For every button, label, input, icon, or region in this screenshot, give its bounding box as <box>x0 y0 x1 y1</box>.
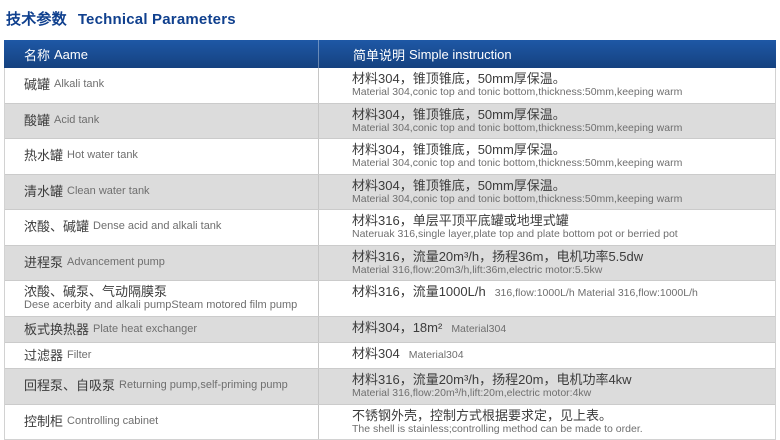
row-name-en: Advancement pump <box>67 255 165 268</box>
page-title-en: Technical Parameters <box>77 11 236 28</box>
page-title: 技术参数 Technical Parameters <box>4 8 776 40</box>
table-row: 热水罐 Hot water tank 材料304，锥顶锥底，50mm厚保温。 M… <box>5 139 775 175</box>
row-name-cell: 酸罐 Acid tank <box>5 103 319 138</box>
row-name-zh: 热水罐 <box>24 148 64 164</box>
row-name-cell: 浓酸、碱罐 Dense acid and alkali tank <box>5 210 319 245</box>
table-row: 碱罐 Alkali tank 材料304，锥顶锥底，50mm厚保温。 Mater… <box>5 68 775 104</box>
row-name-en: Hot water tank <box>67 149 138 162</box>
row-instruction-en: 316,flow:1000L/h Material 316,flow:1000L… <box>494 287 698 299</box>
row-name-zh: 浓酸、碱泵、气动隔膜泵 <box>24 284 168 299</box>
row-name-en: Returning pump,self-priming pump <box>119 379 288 392</box>
row-instruction-zh: 材料316，流量20m³/h，扬程20m，电机功率4kw <box>352 372 632 387</box>
row-name-zh: 酸罐 <box>24 112 51 128</box>
table-row: 回程泵、自吸泵 Returning pump,self-priming pump… <box>5 369 775 405</box>
row-instruction-zh: 材料304 <box>352 346 400 361</box>
parameters-table: 名称 Aame 简单说明 Simple instruction 碱罐 Alkal… <box>4 40 776 440</box>
column-header-name: 名称 Aame <box>4 40 319 68</box>
row-name-en: Alkali tank <box>54 78 105 91</box>
row-instruction-en: Material 304,conic top and tonic bottom,… <box>352 86 683 98</box>
row-name-cell: 过滤器 Filter <box>5 343 319 368</box>
row-instruction-cell: 材料304 Material304 <box>319 343 775 368</box>
row-instruction-en: Material 316,flow:20m³/h,lift:20m,electr… <box>352 387 592 399</box>
column-header-name-en: Aame <box>54 46 88 62</box>
row-name-zh: 回程泵、自吸泵 <box>24 378 116 394</box>
row-instruction-zh: 材料304，锥顶锥底，50mm厚保温。 <box>352 142 566 157</box>
row-instruction-cell: 材料304，18m² Material304 <box>319 317 775 342</box>
table-row: 板式换热器 Plate heat exchanger 材料304，18m² Ma… <box>5 317 775 343</box>
table-body: 碱罐 Alkali tank 材料304，锥顶锥底，50mm厚保温。 Mater… <box>4 68 776 440</box>
row-name-zh: 进程泵 <box>24 254 64 270</box>
row-instruction-en: Material 316,flow:20m3/h,lift:36m,electr… <box>352 263 603 276</box>
row-name-en: Dese acerbity and alkali pumpSteam motor… <box>24 299 298 311</box>
row-instruction-zh: 材料304，锥顶锥底，50mm厚保温。 <box>352 177 566 193</box>
column-header-instruction: 简单说明 Simple instruction <box>319 40 776 68</box>
table-header-row: 名称 Aame 简单说明 Simple instruction <box>4 40 776 68</box>
row-name-zh: 清水罐 <box>24 183 64 199</box>
row-name-en: Filter <box>67 348 92 361</box>
column-header-name-zh: 名称 <box>24 47 51 63</box>
row-name-cell: 进程泵 Advancement pump <box>5 245 319 280</box>
row-name-zh: 板式换热器 <box>24 321 90 337</box>
row-instruction-cell: 材料304，锥顶锥底，50mm厚保温。 Material 304,conic t… <box>319 104 775 139</box>
row-name-cell: 碱罐 Alkali tank <box>5 68 319 103</box>
row-name-zh: 过滤器 <box>24 347 64 363</box>
row-instruction-en: Nateruak 316,single layer,plate top and … <box>352 228 678 240</box>
table-row: 酸罐 Acid tank 材料304，锥顶锥底，50mm厚保温。 Materia… <box>5 103 775 139</box>
column-header-instruction-en: Simple instruction <box>409 46 512 62</box>
row-name-en: Dense acid and alkali tank <box>93 220 222 233</box>
row-name-cell: 回程泵、自吸泵 Returning pump,self-priming pump <box>5 369 319 404</box>
row-instruction-zh: 材料304，18m² <box>352 320 443 335</box>
table-row: 进程泵 Advancement pump 材料316，流量20m³/h，扬程36… <box>5 245 775 281</box>
row-instruction-cell: 材料304，锥顶锥底，50mm厚保温。 Material 304,conic t… <box>319 175 775 210</box>
page-title-zh: 技术参数 <box>6 11 67 28</box>
row-name-en: Plate heat exchanger <box>93 322 197 335</box>
row-name-cell: 浓酸、碱泵、气动隔膜泵 Dese acerbity and alkali pum… <box>5 281 319 316</box>
row-instruction-en: Material304 <box>408 349 464 361</box>
row-instruction-zh: 材料316，流量20m³/h，扬程36m，电机功率5.5dw <box>352 248 644 264</box>
row-instruction-zh: 材料304，锥顶锥底，50mm厚保温。 <box>352 106 566 122</box>
row-name-cell: 清水罐 Clean water tank <box>5 174 319 209</box>
table-row: 过滤器 Filter 材料304 Material304 <box>5 343 775 369</box>
table-row: 浓酸、碱泵、气动隔膜泵 Dese acerbity and alkali pum… <box>5 281 775 317</box>
row-instruction-en: Material 304,conic top and tonic bottom,… <box>352 157 683 169</box>
table-row: 清水罐 Clean water tank 材料304，锥顶锥底，50mm厚保温。… <box>5 174 775 210</box>
row-name-cell: 板式换热器 Plate heat exchanger <box>5 317 319 342</box>
row-instruction-cell: 材料316，流量1000L/h 316,flow:1000L/h Materia… <box>319 281 775 316</box>
row-name-en: Clean water tank <box>67 184 150 197</box>
row-instruction-cell: 材料304，锥顶锥底，50mm厚保温。 Material 304,conic t… <box>319 68 775 103</box>
row-name-zh: 浓酸、碱罐 <box>24 219 90 235</box>
row-instruction-zh: 材料304，锥顶锥底，50mm厚保温。 <box>352 71 566 86</box>
table-row: 浓酸、碱罐 Dense acid and alkali tank 材料316，单… <box>5 210 775 246</box>
row-instruction-en: Material304 <box>451 323 507 335</box>
row-name-en: Controlling cabinet <box>67 414 159 427</box>
row-instruction-cell: 材料316，单层平顶平底罐或地埋式罐 Nateruak 316,single l… <box>319 210 775 245</box>
row-instruction-en: Material 304,conic top and tonic bottom,… <box>352 121 683 134</box>
row-name-cell: 热水罐 Hot water tank <box>5 139 319 174</box>
row-instruction-zh: 材料316，流量1000L/h <box>352 284 486 299</box>
row-instruction-cell: 材料304，锥顶锥底，50mm厚保温。 Material 304,conic t… <box>319 139 775 174</box>
row-instruction-cell: 材料316，流量20m³/h，扬程20m，电机功率4kw Material 31… <box>319 369 775 404</box>
row-name-zh: 控制柜 <box>24 413 64 429</box>
row-instruction-cell: 材料316，流量20m³/h，扬程36m，电机功率5.5dw Material … <box>319 246 775 281</box>
row-instruction-en: The shell is stainless;controlling metho… <box>352 422 643 435</box>
row-name-zh: 碱罐 <box>24 77 51 93</box>
row-name-en: Acid tank <box>54 113 100 126</box>
row-instruction-zh: 材料316，单层平顶平底罐或地埋式罐 <box>352 213 569 228</box>
column-header-instruction-zh: 简单说明 <box>353 47 406 63</box>
row-instruction-en: Material 304,conic top and tonic bottom,… <box>352 192 683 205</box>
